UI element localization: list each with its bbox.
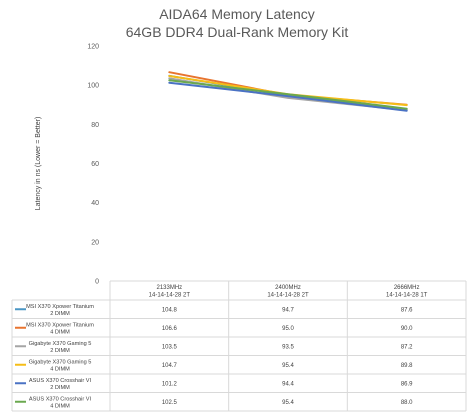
y-tick-label: 100 (87, 83, 99, 90)
legend-label: 4 DIMM (50, 329, 70, 335)
chart-subtitle: 64GB DDR4 Dual-Rank Memory Kit (125, 24, 349, 40)
data-value-label: 95.4 (282, 363, 294, 369)
y-tick-label: 40 (91, 200, 99, 207)
data-value-label: 93.5 (282, 344, 294, 350)
series-line (168, 79, 408, 110)
data-value-label: 104.8 (162, 307, 178, 313)
data-value-label: 95.4 (282, 400, 294, 406)
data-value-label: 103.5 (162, 344, 178, 350)
category-label: 14-14-14-28 1T (386, 293, 428, 299)
legend-label: 2 DIMM (50, 348, 70, 354)
legend-label: MSI X370 Xpower Titanium (26, 304, 94, 310)
data-value-label: 86.9 (401, 381, 413, 387)
data-value-label: 106.6 (162, 326, 178, 332)
category-label: 14-14-14-28 2T (267, 293, 309, 299)
legend-label: 4 DIMM (50, 366, 70, 372)
data-value-label: 94.7 (282, 307, 294, 313)
y-tick-label: 60 (91, 161, 99, 168)
data-value-label: 102.5 (162, 400, 178, 406)
series-line (168, 81, 408, 112)
data-value-label: 87.2 (401, 344, 413, 350)
category-label: 2400MHz (275, 285, 301, 291)
category-label: 2133MHz (156, 285, 182, 291)
y-tick-label: 0 (95, 279, 99, 286)
data-value-label: 88.0 (401, 400, 413, 406)
y-tick-label: 120 (87, 44, 99, 51)
series-line (168, 75, 408, 107)
y-tick-label: 20 (91, 239, 99, 246)
category-label: 2666MHz (394, 285, 420, 291)
data-value-label: 95.0 (282, 326, 294, 332)
data-value-label: 94.4 (282, 381, 294, 387)
legend-label: MSI X370 Xpower Titanium (26, 322, 94, 328)
data-value-label: 90.0 (401, 326, 413, 332)
data-value-label: 101.2 (162, 381, 178, 387)
data-value-label: 87.6 (401, 307, 413, 313)
data-value-label: 89.8 (401, 363, 413, 369)
legend-label: ASUS X370 Crosshair VI (29, 378, 92, 384)
legend-label: 2 DIMM (50, 311, 70, 317)
legend-label: 4 DIMM (50, 403, 70, 409)
series-line (168, 71, 408, 106)
y-axis-label: Latency in ns (Lower = Better) (35, 117, 42, 211)
data-value-label: 104.7 (162, 363, 178, 369)
legend-label: ASUS X370 Crosshair VI (29, 396, 92, 402)
y-tick-label: 80 (91, 122, 99, 129)
chart-title: AIDA64 Memory Latency (159, 6, 315, 22)
legend-label: Gigabyte X370 Gaming 5 (29, 359, 92, 365)
category-label: 14-14-14-28 2T (149, 293, 191, 299)
legend-label: 2 DIMM (50, 385, 70, 391)
legend-label: Gigabyte X370 Gaming 5 (29, 341, 92, 347)
